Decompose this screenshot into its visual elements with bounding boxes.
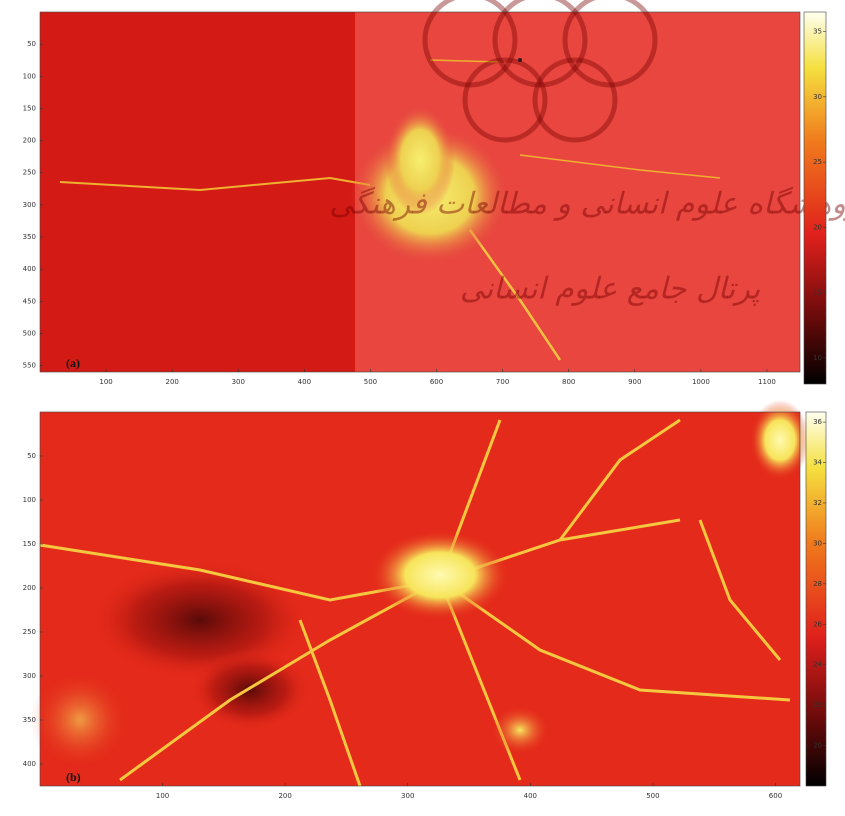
colorbar (806, 412, 826, 786)
colorbar-tick-label: 24 (813, 661, 822, 669)
y-tick-label: 100 (23, 496, 36, 504)
colorbar-tick-label: 15 (813, 289, 822, 297)
y-tick-label: 200 (23, 584, 36, 592)
y-tick-label: 200 (23, 137, 36, 145)
colorbar-tick-label: 34 (813, 459, 822, 467)
y-tick-label: 50 (27, 452, 36, 460)
y-tick-label: 550 (23, 362, 36, 370)
y-tick-label: 500 (23, 329, 36, 337)
heatmap-image (30, 400, 810, 786)
colorbar-tick-label: 28 (813, 580, 822, 588)
x-tick-label: 100 (99, 378, 112, 386)
x-tick-label: 200 (278, 792, 291, 800)
watermark-text: پژوهشگاه علوم انسانی و مطالعات فرهنگی (329, 187, 845, 222)
y-tick-label: 100 (23, 72, 36, 80)
colorbar-tick-label: 36 (813, 418, 822, 426)
panel-label: (b) (66, 770, 81, 784)
colorbar-tick-label: 26 (813, 620, 822, 628)
x-tick-label: 400 (524, 792, 537, 800)
y-tick-label: 150 (23, 540, 36, 548)
panel-label: (a) (66, 356, 80, 370)
colorbar-tick-label: 25 (813, 158, 822, 166)
y-tick-label: 50 (27, 40, 36, 48)
x-tick-label: 400 (298, 378, 311, 386)
colorbar-tick-label: 32 (813, 499, 822, 507)
x-tick-label: 600 (769, 792, 782, 800)
colorbar-tick-label: 30 (813, 539, 822, 547)
x-tick-label: 800 (562, 378, 575, 386)
x-tick-label: 300 (401, 792, 414, 800)
x-tick-label: 100 (156, 792, 169, 800)
y-tick-label: 150 (23, 104, 36, 112)
x-tick-label: 200 (165, 378, 178, 386)
x-tick-label: 700 (496, 378, 509, 386)
colorbar-tick-label: 20 (813, 742, 822, 750)
x-tick-label: 300 (232, 378, 245, 386)
x-tick-label: 500 (646, 792, 659, 800)
y-tick-label: 450 (23, 297, 36, 305)
colorbar-tick-label: 30 (813, 93, 822, 101)
x-tick-label: 600 (430, 378, 443, 386)
colorbar-tick-label: 35 (813, 28, 822, 36)
y-tick-label: 300 (23, 201, 36, 209)
x-tick-label: 900 (628, 378, 641, 386)
y-tick-label: 250 (23, 169, 36, 177)
colorbar-tick-label: 10 (813, 354, 822, 362)
colorbar (804, 12, 826, 384)
watermark-text: پرتال جامع علوم انسانی (460, 272, 760, 307)
y-tick-label: 400 (23, 760, 36, 768)
x-tick-label: 1100 (758, 378, 776, 386)
colorbar-tick-label: 20 (813, 223, 822, 231)
y-tick-label: 400 (23, 265, 36, 273)
y-tick-label: 350 (23, 716, 36, 724)
y-tick-label: 300 (23, 672, 36, 680)
y-tick-label: 250 (23, 628, 36, 636)
colorbar-tick-label: 22 (813, 701, 822, 709)
y-tick-label: 350 (23, 233, 36, 241)
figure: پژوهشگاه علوم انسانی و مطالعات فرهنگی پرت… (0, 0, 845, 812)
x-tick-label: 1000 (692, 378, 710, 386)
x-tick-label: 500 (364, 378, 377, 386)
